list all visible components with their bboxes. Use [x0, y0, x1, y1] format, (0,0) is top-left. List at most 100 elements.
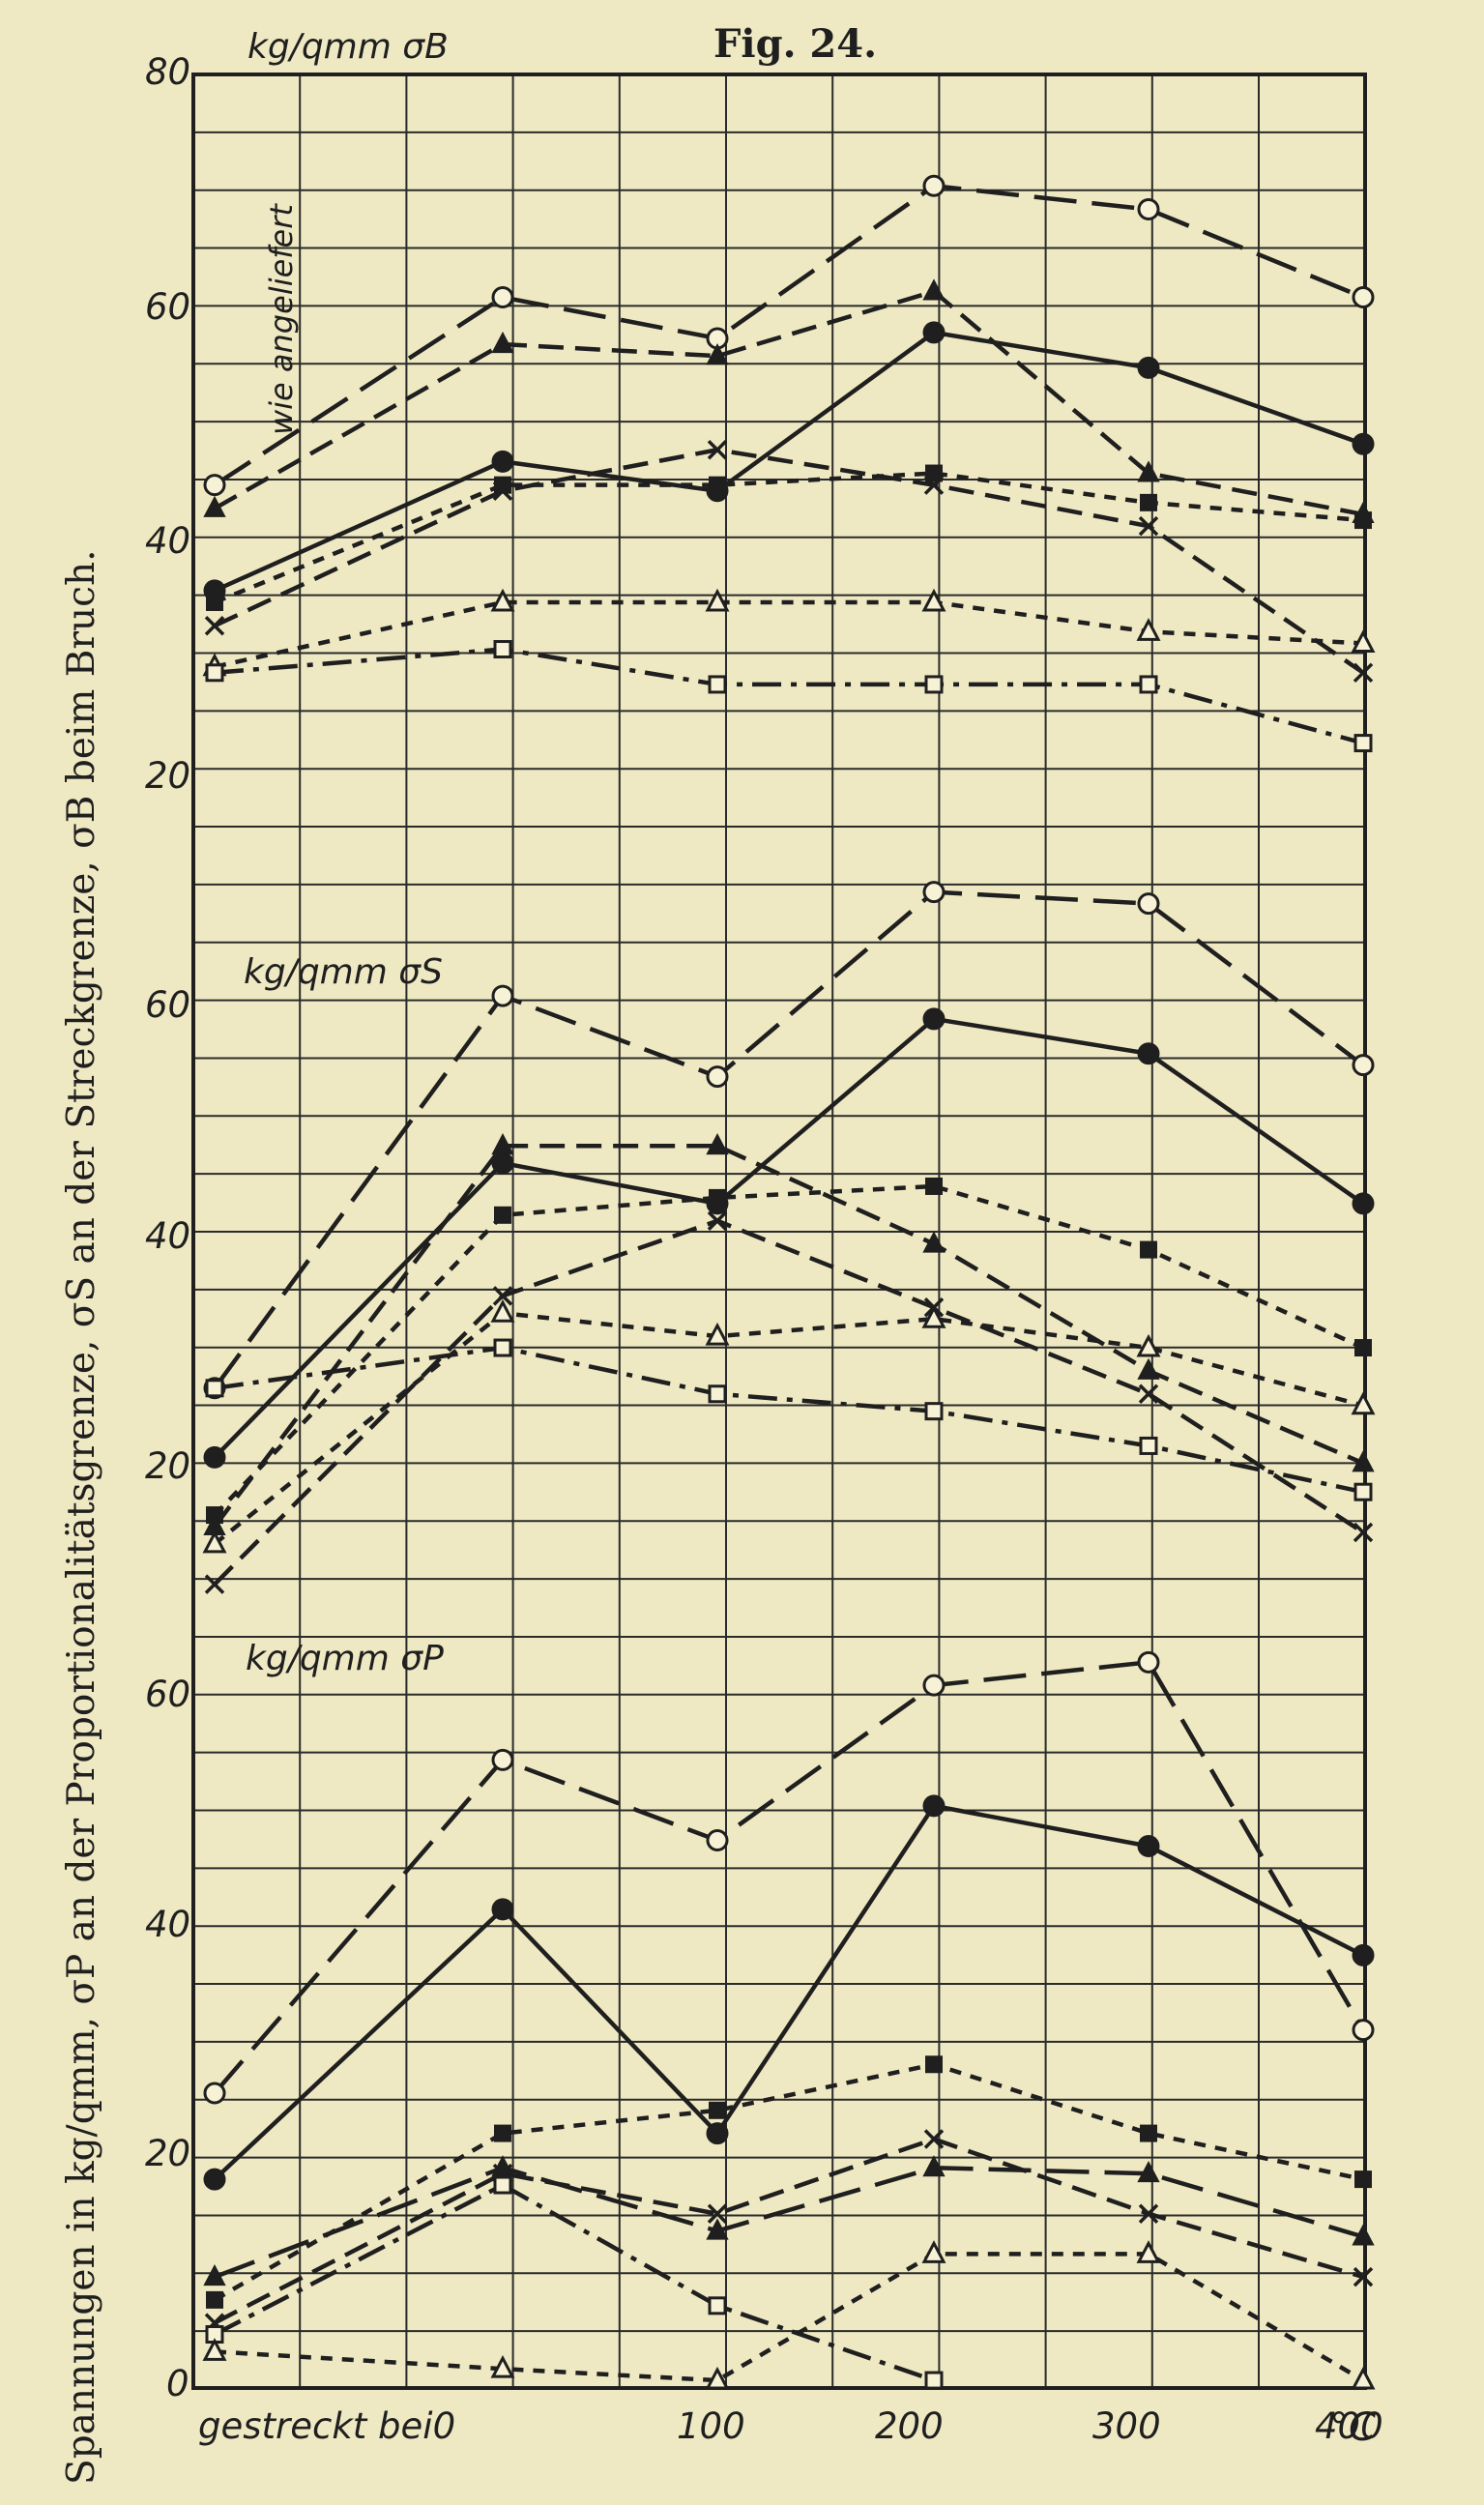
data-point-square-filled: [709, 2101, 726, 2119]
data-point-square-filled: [1140, 2124, 1157, 2142]
data-point-triangle-filled: [1137, 460, 1160, 482]
data-point-x: [1353, 1522, 1374, 1543]
data-point-triangle-open: [1136, 2240, 1161, 2263]
series-line: [213, 1218, 1365, 1587]
data-point-triangle-filled: [491, 2155, 514, 2177]
series-line: [213, 1016, 1365, 1459]
data-point-x: [204, 1574, 225, 1594]
data-point-circle-open: [1137, 198, 1160, 221]
data-point-x: [1353, 2266, 1374, 2287]
data-point-triangle-filled: [203, 2263, 226, 2287]
data-point-square-filled: [1354, 511, 1372, 530]
data-point-triangle-filled: [706, 1133, 729, 1155]
data-point-x: [1138, 1384, 1159, 1405]
series-line: [213, 1143, 1364, 1529]
data-point-triangle-filled: [706, 343, 729, 365]
data-point-triangle-filled: [706, 2218, 729, 2240]
series-line: [214, 647, 1364, 745]
y-tick-label: 60: [145, 984, 191, 1026]
y-tick-label: 0: [166, 2363, 189, 2404]
data-point-square-open: [708, 1384, 727, 1404]
data-point-circle-filled: [706, 2122, 729, 2145]
series-line: [214, 471, 1364, 605]
data-point-square-filled: [1140, 493, 1157, 511]
data-point-x: [492, 1286, 513, 1306]
data-point-triangle-open: [921, 588, 946, 612]
y-tick-label: 40: [145, 1214, 191, 1257]
data-point-x: [707, 2203, 728, 2224]
data-point-circle-open: [491, 286, 514, 309]
y-tick-label: 60: [145, 285, 191, 328]
data-point-circle-filled: [1137, 356, 1160, 379]
data-point-triangle-open: [921, 1304, 946, 1328]
y-axis-label: Spannungen in kg/qmm, σP an der Proporti…: [60, 549, 103, 2485]
panel-label-sigma-p: kg/qmm σP: [246, 1639, 444, 1678]
data-point-square-filled: [494, 2124, 511, 2142]
data-point-circle-open: [491, 984, 514, 1007]
data-point-square-filled: [1354, 1339, 1372, 1357]
data-point-square-filled: [1354, 2170, 1372, 2189]
data-point-square-open: [1353, 734, 1373, 753]
data-point-square-filled: [206, 594, 223, 611]
data-point-triangle-filled: [1352, 1450, 1375, 1472]
data-point-circle-filled: [1137, 1042, 1160, 1065]
data-point-square-filled: [206, 1506, 223, 1525]
data-point-square-open: [205, 1379, 224, 1398]
series-line: [213, 889, 1365, 1390]
data-point-triangle-open: [1351, 1391, 1376, 1415]
data-point-x: [707, 1210, 728, 1232]
data-point-circle-open: [1137, 1650, 1160, 1674]
data-point-square-open: [1139, 675, 1158, 694]
data-point-square-open: [1139, 1436, 1158, 1455]
data-point-square-filled: [925, 1177, 943, 1195]
data-point-circle-open: [203, 2082, 226, 2105]
data-point-square-open: [924, 1402, 944, 1421]
data-point-circle-filled: [922, 321, 946, 344]
data-point-circle-open: [491, 1748, 514, 1771]
data-point-square-open: [924, 675, 944, 694]
data-point-square-open: [493, 1338, 512, 1357]
data-point-triangle-filled: [922, 1231, 946, 1253]
series-line: [213, 1310, 1364, 1546]
data-point-circle-filled: [491, 1898, 514, 1921]
data-point-triangle-filled: [1137, 1357, 1160, 1380]
data-point-square-filled: [925, 464, 943, 482]
data-point-circle-filled: [1352, 1192, 1375, 1215]
data-point-square-open: [493, 640, 512, 659]
y-tick-label: 80: [145, 51, 191, 93]
series-line: [213, 2137, 1364, 2325]
data-point-triangle-open: [921, 2240, 946, 2263]
panel-label-sigma-s: kg/qmm σS: [244, 952, 443, 992]
data-point-triangle-open: [1351, 2366, 1376, 2390]
y-tick-label: 40: [145, 1903, 191, 1945]
data-point-triangle-open: [1351, 629, 1376, 653]
series-line: [213, 1660, 1365, 2095]
data-point-square-filled: [709, 1188, 726, 1207]
x-tick-label: 200: [875, 2405, 944, 2447]
data-point-square-filled: [494, 476, 511, 494]
panel-label-sigma-b: kg/qmm σB: [247, 27, 449, 67]
data-point-square-open: [1353, 1482, 1373, 1501]
data-point-x: [204, 616, 225, 636]
data-point-circle-open: [1137, 892, 1160, 916]
data-point-circle-open: [706, 1065, 729, 1089]
data-point-triangle-filled: [922, 278, 946, 301]
data-point-triangle-open: [202, 2338, 227, 2361]
data-point-circle-open: [1352, 2019, 1375, 2042]
data-point-square-open: [708, 675, 727, 694]
x-tick-label: 100: [677, 2405, 745, 2447]
y-tick-label: 40: [145, 520, 191, 563]
data-point-triangle-open: [705, 1322, 730, 1346]
series-line: [214, 2165, 1364, 2280]
data-point-triangle-open: [490, 1299, 515, 1323]
data-point-circle-open: [1352, 1054, 1375, 1077]
x-tick-label: 300: [1092, 2405, 1161, 2447]
data-point-circle-filled: [203, 1445, 226, 1469]
data-point-triangle-filled: [1137, 2161, 1160, 2183]
data-point-x: [1138, 515, 1159, 537]
annotation-as-delivered: wie angeliefert: [263, 204, 300, 435]
series-line: [213, 289, 1364, 517]
data-point-triangle-open: [1136, 1333, 1161, 1357]
series-line: [214, 2252, 1365, 2383]
y-tick-label: 60: [145, 1674, 191, 1715]
